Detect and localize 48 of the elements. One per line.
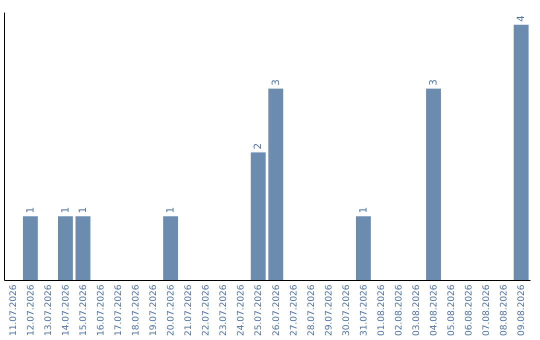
x-tick-label: 04.08.2026 [430,284,440,336]
x-tick-label: 15.07.2026 [78,284,89,336]
x-tick-label: 23.07.2026 [219,284,230,336]
bar [250,152,266,280]
data-label: 1 [358,206,370,214]
x-tick-label: 31.07.2026 [359,284,370,336]
bar [426,88,441,280]
x-tick-label: 27.07.2026 [289,284,300,336]
x-tick-label: 20.07.2026 [166,284,177,336]
x-tick-label: 25.07.2026 [254,284,264,336]
x-tick-label: 21.07.2026 [184,284,194,336]
x-tick-label: 02.08.2026 [394,284,404,336]
x-tick-label: 19.07.2026 [149,284,160,336]
data-label: 1 [60,206,72,214]
x-tick-label: 03.08.2026 [412,284,422,336]
x-tick-label: 17.07.2026 [114,284,124,336]
x-tick-label: 12.07.2026 [26,284,36,336]
bar [58,216,73,280]
x-tick-label: 05.08.2026 [447,284,458,336]
x-tick-label: 08.08.2026 [500,284,510,336]
data-label: 1 [25,206,36,214]
data-label: 3 [428,79,440,86]
bar [514,24,529,280]
data-label: 3 [270,79,282,86]
x-tick-label: 26.07.2026 [272,284,282,336]
x-tick-label: 24.07.2026 [236,284,247,336]
x-tick-label: 06.08.2026 [464,284,475,336]
x-tick-label: 11.07.2026 [8,284,19,336]
x-tick-label: 30.07.2026 [342,284,352,336]
data-label: 4 [516,15,528,22]
bar [356,216,371,280]
x-tick-label: 13.07.2026 [44,284,54,336]
data-label: 2 [253,143,264,150]
x-tick-label: 09.08.2026 [517,284,528,336]
x-tick-label: 22.07.2026 [202,284,212,336]
bar [22,216,38,280]
data-label: 1 [78,206,89,214]
x-tick-label: 16.07.2026 [96,284,106,336]
bar [76,216,90,280]
x-tick-label: 18.07.2026 [132,284,142,336]
x-tick-label: 07.08.2026 [482,284,492,336]
bar [163,216,178,280]
data-label: 1 [166,206,177,214]
x-tick-label: 01.08.2026 [376,284,387,336]
x-tick-label: 29.07.2026 [324,284,334,336]
x-tick-label: 14.07.2026 [61,284,72,336]
bar [268,88,284,280]
x-tick-label: 28.07.2026 [306,284,317,336]
